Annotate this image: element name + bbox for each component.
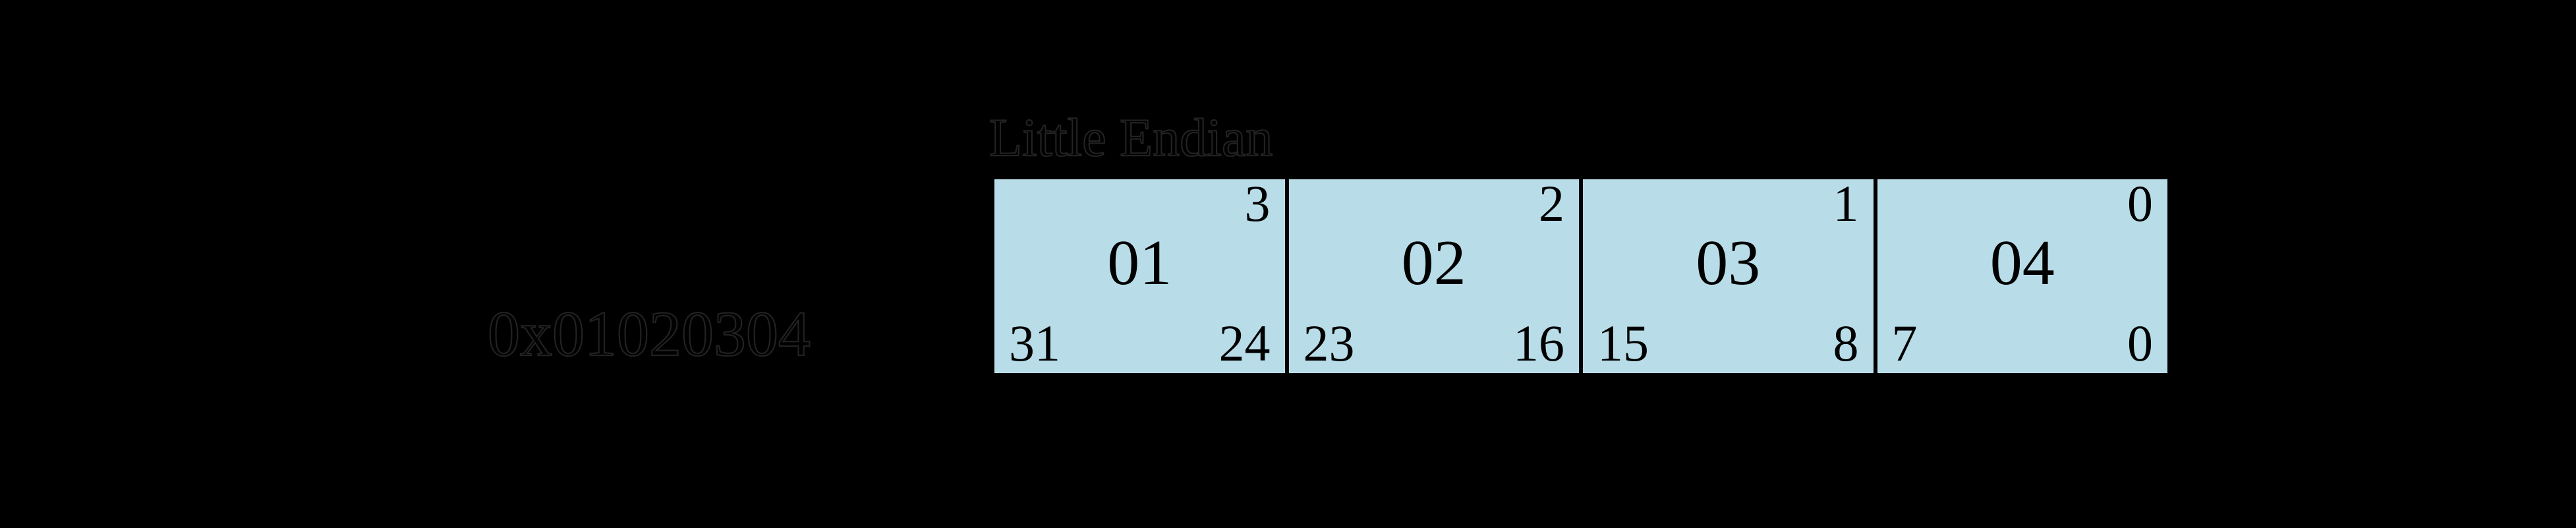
bit-low-label: 8 — [1833, 314, 1859, 372]
byte-index-label: 1 — [1833, 175, 1859, 232]
byte-value-label: 01 — [1107, 227, 1172, 299]
bit-high-label: 15 — [1597, 314, 1649, 372]
byte-value-label: 02 — [1401, 227, 1466, 299]
bit-high-label: 7 — [1891, 314, 1918, 372]
byte-index-label: 2 — [1539, 175, 1564, 232]
byte-index-label: 0 — [2127, 175, 2153, 232]
byte-row: 3 01 31 24 2 02 23 16 1 03 15 8 0 04 7 0 — [990, 175, 2171, 377]
word-value-label: 0x01020304 — [487, 299, 811, 370]
bit-low-label: 24 — [1218, 314, 1271, 372]
byte-index-label: 3 — [1244, 175, 1271, 232]
byte-value-label: 04 — [1989, 227, 2055, 299]
bit-high-label: 23 — [1303, 314, 1355, 372]
byte-box: 0 04 7 0 — [1873, 175, 2171, 377]
bit-low-label: 16 — [1513, 314, 1564, 372]
bit-low-label: 0 — [2127, 314, 2153, 372]
byte-box: 3 01 31 24 — [990, 175, 1289, 377]
byte-value-label: 03 — [1696, 227, 1761, 299]
byte-box: 2 02 23 16 — [1284, 175, 1583, 377]
bit-high-label: 31 — [1009, 314, 1060, 372]
byte-box: 1 03 15 8 — [1579, 175, 1877, 377]
diagram-title: Little Endian — [988, 107, 1273, 167]
